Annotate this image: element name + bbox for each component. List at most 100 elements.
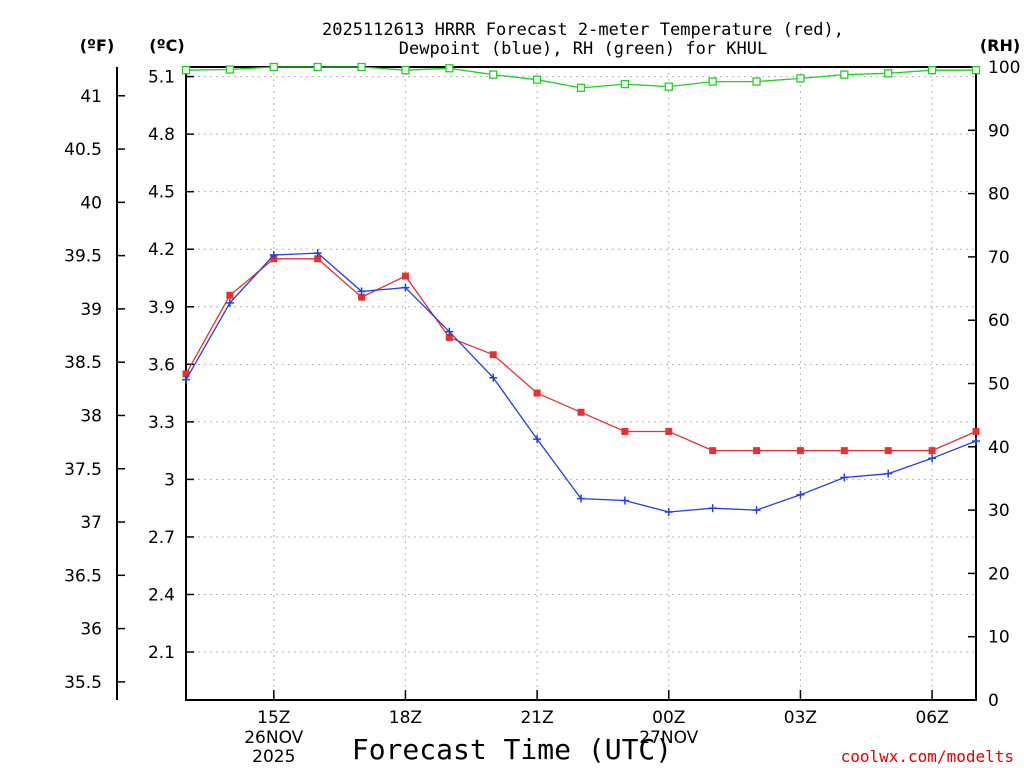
celsius-tick-label: 3.9 xyxy=(148,298,175,318)
rh-point xyxy=(884,69,893,78)
date-label: 26NOV xyxy=(244,728,303,748)
fahrenheit-tick-label: 37.5 xyxy=(64,460,102,480)
temperature-point xyxy=(884,447,892,455)
dewpoint-point xyxy=(664,508,673,517)
x-tick-label: 18Z xyxy=(389,708,422,728)
dewpoint-point xyxy=(269,250,278,259)
rh-point xyxy=(840,70,849,79)
dewpoint-point xyxy=(533,435,542,444)
rh-point xyxy=(269,62,278,72)
dewpoint-point xyxy=(577,494,585,503)
celsius-tick-label: 5.1 xyxy=(148,68,175,88)
rh-point xyxy=(357,62,366,72)
dewpoint-point xyxy=(445,327,454,336)
dewpoint-point xyxy=(620,496,629,505)
temperature-point xyxy=(709,447,717,455)
dewpoint-point xyxy=(182,375,190,384)
chart-title-line-2: Dewpoint (blue), RH (green) for KHUL xyxy=(399,39,767,59)
rh-point xyxy=(971,66,981,75)
celsius-unit-label: (ºC) xyxy=(149,36,184,55)
celsius-tick-label: 3.3 xyxy=(148,413,175,433)
dewpoint-point xyxy=(884,469,893,478)
rh-tick-label: 40 xyxy=(988,438,1010,458)
rh-point xyxy=(664,82,673,91)
temperature-point xyxy=(533,389,541,397)
temperature-point xyxy=(796,447,804,455)
temperature-point xyxy=(314,255,322,263)
rh-unit-label: (RH) xyxy=(980,36,1020,55)
fahrenheit-tick-label: 36 xyxy=(80,620,102,640)
chart-title-line-1: 2025112613 HRRR Forecast 2-meter Tempera… xyxy=(322,20,844,40)
x-tick-label: 21Z xyxy=(520,708,553,728)
rh-point xyxy=(401,66,410,75)
temperature-point xyxy=(621,427,629,435)
x-tick-label: 15Z xyxy=(257,708,290,728)
date-label: 2025 xyxy=(252,747,295,767)
fahrenheit-tick-label: 38 xyxy=(80,406,102,426)
rh-point xyxy=(313,62,322,72)
rh-tick-label: 100 xyxy=(988,58,1020,78)
fahrenheit-tick-label: 40 xyxy=(80,193,102,213)
fahrenheit-tick-label: 39 xyxy=(80,300,102,320)
dewpoint-point xyxy=(928,454,937,463)
credit-text: coolwx.com/modelts xyxy=(841,747,1014,766)
celsius-tick-label: 4.5 xyxy=(148,183,175,203)
temperature-point xyxy=(665,427,673,435)
fahrenheit-tick-label: 41 xyxy=(80,87,102,107)
temperature-point xyxy=(972,427,980,435)
dewpoint-point xyxy=(357,287,366,296)
x-tick-label: 06Z xyxy=(915,708,948,728)
dewpoint-line xyxy=(185,252,977,513)
dewpoint-point xyxy=(972,437,980,446)
rh-tick-label: 80 xyxy=(988,185,1010,205)
temperature-point xyxy=(445,333,453,341)
rh-point xyxy=(752,77,761,86)
rh-point xyxy=(620,79,630,89)
temperature-point xyxy=(840,447,848,455)
fahrenheit-tick-label: 36.5 xyxy=(64,566,102,586)
dewpoint-point xyxy=(752,506,761,515)
x-tick-label: 03Z xyxy=(784,708,817,728)
rh-point xyxy=(708,77,717,86)
rh-point xyxy=(927,66,937,75)
date-label: 27NOV xyxy=(639,728,698,748)
fahrenheit-tick-label: 37 xyxy=(80,513,102,533)
dewpoint-point xyxy=(796,490,805,499)
plot-frame xyxy=(185,66,977,701)
dewpoint-point xyxy=(401,283,410,292)
fahrenheit-tick-label: 35.5 xyxy=(64,673,102,693)
dewpoint-point xyxy=(313,249,322,258)
rh-tick-label: 60 xyxy=(988,311,1010,331)
temperature-point xyxy=(182,370,190,378)
rh-point xyxy=(445,64,454,73)
rh-point xyxy=(796,74,805,83)
temperature-point xyxy=(489,351,497,359)
x-tick-label: 00Z xyxy=(652,708,685,728)
rh-point xyxy=(489,70,498,79)
celsius-tick-label: 4.2 xyxy=(148,240,175,260)
grid xyxy=(186,67,976,700)
dewpoint-point xyxy=(225,298,234,307)
temperature-line xyxy=(185,258,977,452)
rh-tick-label: 50 xyxy=(988,375,1010,395)
temperature-point xyxy=(401,272,409,280)
rh-tick-label: 90 xyxy=(988,121,1010,141)
celsius-tick-label: 2.4 xyxy=(148,586,175,606)
rh-tick-label: 70 xyxy=(988,248,1010,268)
series xyxy=(181,62,981,517)
rh-tick-label: 10 xyxy=(988,628,1010,648)
fahrenheit-tick-label: 40.5 xyxy=(64,140,102,160)
x-axis-title: Forecast Time (UTC) xyxy=(352,733,672,766)
dewpoint-point xyxy=(840,473,849,482)
rh-point xyxy=(181,66,191,75)
celsius-tick-label: 2.7 xyxy=(148,528,175,548)
dewpoint-point xyxy=(708,504,717,513)
rh-point xyxy=(576,83,586,93)
rh-tick-label: 0 xyxy=(988,691,999,711)
temperature-point xyxy=(753,447,761,455)
rh-tick-label: 20 xyxy=(988,564,1010,584)
temperature-point xyxy=(358,293,366,301)
temperature-point xyxy=(226,291,234,299)
